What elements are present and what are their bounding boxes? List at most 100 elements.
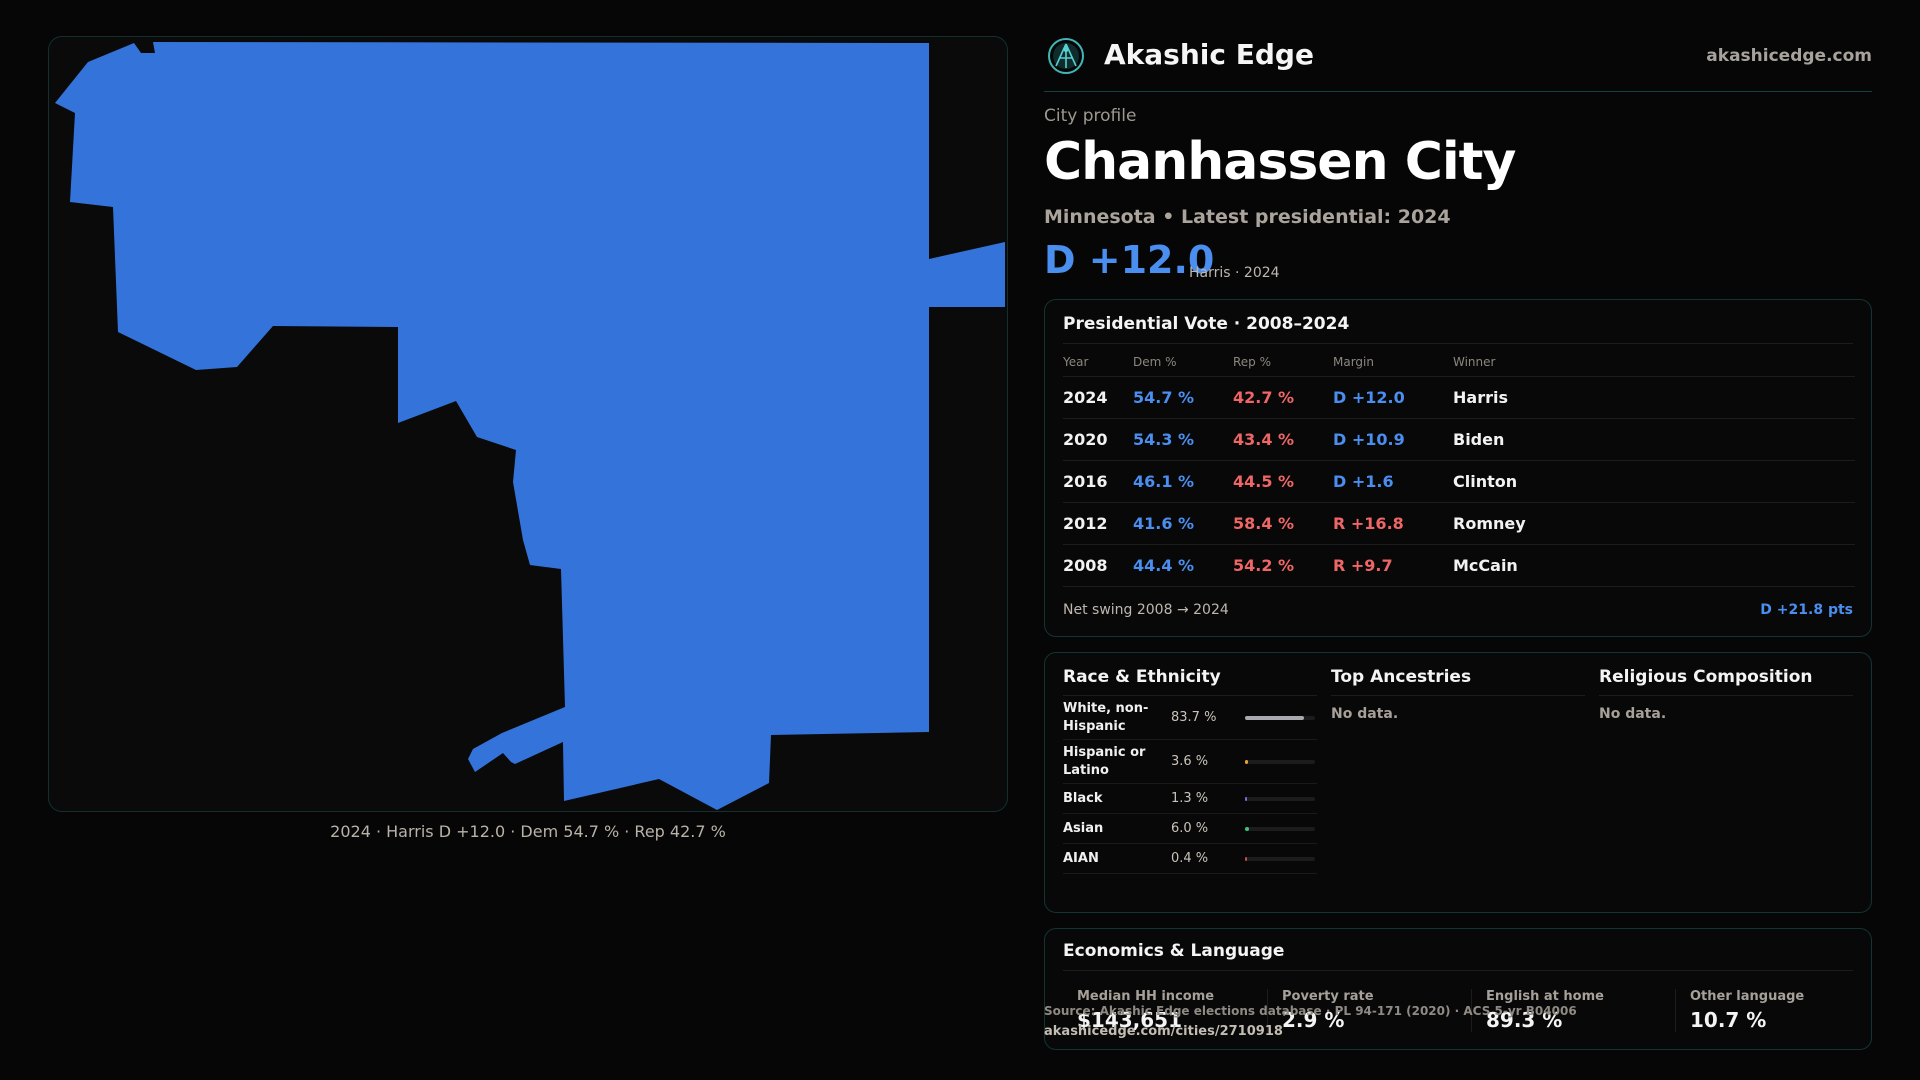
top-ancestries-title: Top Ancestries (1331, 667, 1585, 696)
divider (1063, 970, 1853, 971)
stat-label: Other language (1690, 989, 1805, 1004)
stat-value: 89.3 % (1486, 1008, 1563, 1032)
stat-label: English at home (1486, 989, 1604, 1004)
race-bar-track (1245, 796, 1315, 801)
race-percent: 3.6 % (1171, 754, 1209, 770)
map-caption: 2024 · Harris D +12.0 · Dem 54.7 % · Rep… (330, 822, 726, 841)
dem-cell: 54.7 % (1133, 376, 1233, 419)
race-row: Hispanic or Latino 3.6 % (1063, 740, 1317, 785)
demographics-card: Race & Ethnicity White, non-Hispanic 83.7… (1044, 652, 1872, 913)
race-list: White, non-Hispanic 83.7 % Hispanic or Lat… (1063, 696, 1317, 875)
col-dem: Dem % (1133, 348, 1233, 377)
year-cell: 2012 (1063, 502, 1133, 545)
race-row: White, non-Hispanic 83.7 % (1063, 696, 1317, 741)
margin-cell: D +1.6 (1333, 460, 1453, 503)
english-at-home-stat: English at home 89.3 % (1471, 989, 1661, 1032)
race-bar-track (1245, 759, 1315, 764)
rep-cell: 54.2 % (1233, 544, 1333, 587)
winner-cell: Clinton (1453, 460, 1855, 503)
year-cell: 2024 (1063, 376, 1133, 419)
race-bar-fill (1245, 796, 1247, 801)
stat-value: $143,651 (1077, 1008, 1183, 1032)
race-row: Black 1.3 % (1063, 784, 1317, 815)
margin-cell: R +9.7 (1333, 544, 1453, 587)
margin-cell: D +10.9 (1333, 418, 1453, 461)
presidential-card-title: Presidential Vote · 2008–2024 (1063, 314, 1350, 334)
other-language-stat: Other language 10.7 % (1675, 989, 1865, 1032)
akashic-logo-icon (1048, 38, 1084, 74)
col-rep: Rep % (1233, 348, 1333, 377)
table-row: 2024 54.7 % 42.7 % D +12.0 Harris (1063, 376, 1855, 419)
city-boundary-map (55, 42, 1005, 810)
presidential-vote-card: Presidential Vote · 2008–2024 Year Dem %… (1044, 299, 1872, 637)
ancestries-empty: No data. (1331, 706, 1399, 722)
eyebrow-label: City profile (1044, 106, 1137, 126)
poverty-rate-stat: Poverty rate 2.9 % (1267, 989, 1457, 1032)
winner-cell: Harris (1453, 376, 1855, 419)
race-percent: 6.0 % (1171, 821, 1209, 837)
race-ethnicity-section: Race & Ethnicity White, non-Hispanic 83.7… (1063, 667, 1317, 875)
race-ethnicity-title: Race & Ethnicity (1063, 667, 1317, 696)
winner-cell: Biden (1453, 418, 1855, 461)
dem-cell: 54.3 % (1133, 418, 1233, 461)
winner-cell: McCain (1453, 544, 1855, 587)
table-row: 2016 46.1 % 44.5 % D +1.6 Clinton (1063, 460, 1855, 503)
stat-label: Poverty rate (1282, 989, 1374, 1004)
rep-cell: 44.5 % (1233, 460, 1333, 503)
table-row: 2012 41.6 % 58.4 % R +16.8 Romney (1063, 502, 1855, 545)
year-cell: 2008 (1063, 544, 1133, 587)
page-subtitle: Minnesota • Latest presidential: 2024 (1044, 206, 1451, 228)
race-percent: 1.3 % (1171, 791, 1209, 807)
rep-cell: 58.4 % (1233, 502, 1333, 545)
religious-composition-section: Religious Composition No data. (1599, 667, 1853, 722)
dem-cell: 41.6 % (1133, 502, 1233, 545)
race-bar-fill (1245, 715, 1304, 720)
race-name: Black (1063, 790, 1103, 806)
race-row: Asian 6.0 % (1063, 814, 1317, 845)
source-note: Source: Akashic Edge elections database … (1044, 1004, 1577, 1018)
dem-cell: 46.1 % (1133, 460, 1233, 503)
city-boundary-shape[interactable] (55, 42, 1005, 810)
net-swing-value: D +21.8 pts (1760, 602, 1853, 618)
table-header-row: Year Dem % Rep % Margin Winner (1063, 348, 1855, 377)
median-income-stat: Median HH income $143,651 (1063, 989, 1253, 1032)
stat-value: 10.7 % (1690, 1008, 1767, 1032)
brand-header: Akashic Edge akashicedge.com (1044, 32, 1872, 92)
winner-cell: Romney (1453, 502, 1855, 545)
race-bar-track (1245, 856, 1315, 861)
race-name: Hispanic or Latino (1063, 745, 1146, 778)
net-swing-label: Net swing 2008 → 2024 (1063, 602, 1229, 618)
latest-margin-note: Harris · 2024 (1189, 265, 1280, 281)
latest-margin: D +12.0 (1044, 238, 1215, 282)
economics-card-title: Economics & Language (1063, 941, 1285, 961)
page-title: Chanhassen City (1044, 132, 1516, 192)
presidential-table: Year Dem % Rep % Margin Winner 2024 54.7… (1063, 348, 1855, 587)
source-url-link[interactable]: akashicedge.com/cities/2710918 (1044, 1024, 1283, 1039)
race-bar-track (1245, 826, 1315, 831)
rep-cell: 42.7 % (1233, 376, 1333, 419)
race-bar-track (1245, 715, 1315, 720)
race-name: White, non-Hispanic (1063, 701, 1149, 734)
city-map[interactable] (48, 36, 1008, 812)
race-bar-fill (1245, 826, 1250, 831)
rep-cell: 43.4 % (1233, 418, 1333, 461)
race-bar-fill (1245, 759, 1248, 764)
race-row: AIAN 0.4 % (1063, 844, 1317, 875)
stat-label: Median HH income (1077, 989, 1215, 1004)
profile-panel: Akashic Edge akashicedge.com City profil… (1044, 0, 1872, 1080)
economics-language-card: Economics & Language Median HH income $1… (1044, 928, 1872, 1050)
religious-composition-title: Religious Composition (1599, 667, 1853, 696)
margin-cell: D +12.0 (1333, 376, 1453, 419)
table-row: 2008 44.4 % 54.2 % R +9.7 McCain (1063, 544, 1855, 587)
year-cell: 2016 (1063, 460, 1133, 503)
brand-name: Akashic Edge (1104, 38, 1314, 71)
stat-value: 2.9 % (1282, 1008, 1345, 1032)
site-link[interactable]: akashicedge.com (1706, 46, 1872, 66)
dem-cell: 44.4 % (1133, 544, 1233, 587)
race-bar-fill (1245, 856, 1247, 861)
col-year: Year (1063, 348, 1133, 377)
race-name: AIAN (1063, 850, 1099, 866)
top-ancestries-section: Top Ancestries No data. (1331, 667, 1585, 722)
religion-empty: No data. (1599, 706, 1667, 722)
race-name: Asian (1063, 820, 1104, 836)
